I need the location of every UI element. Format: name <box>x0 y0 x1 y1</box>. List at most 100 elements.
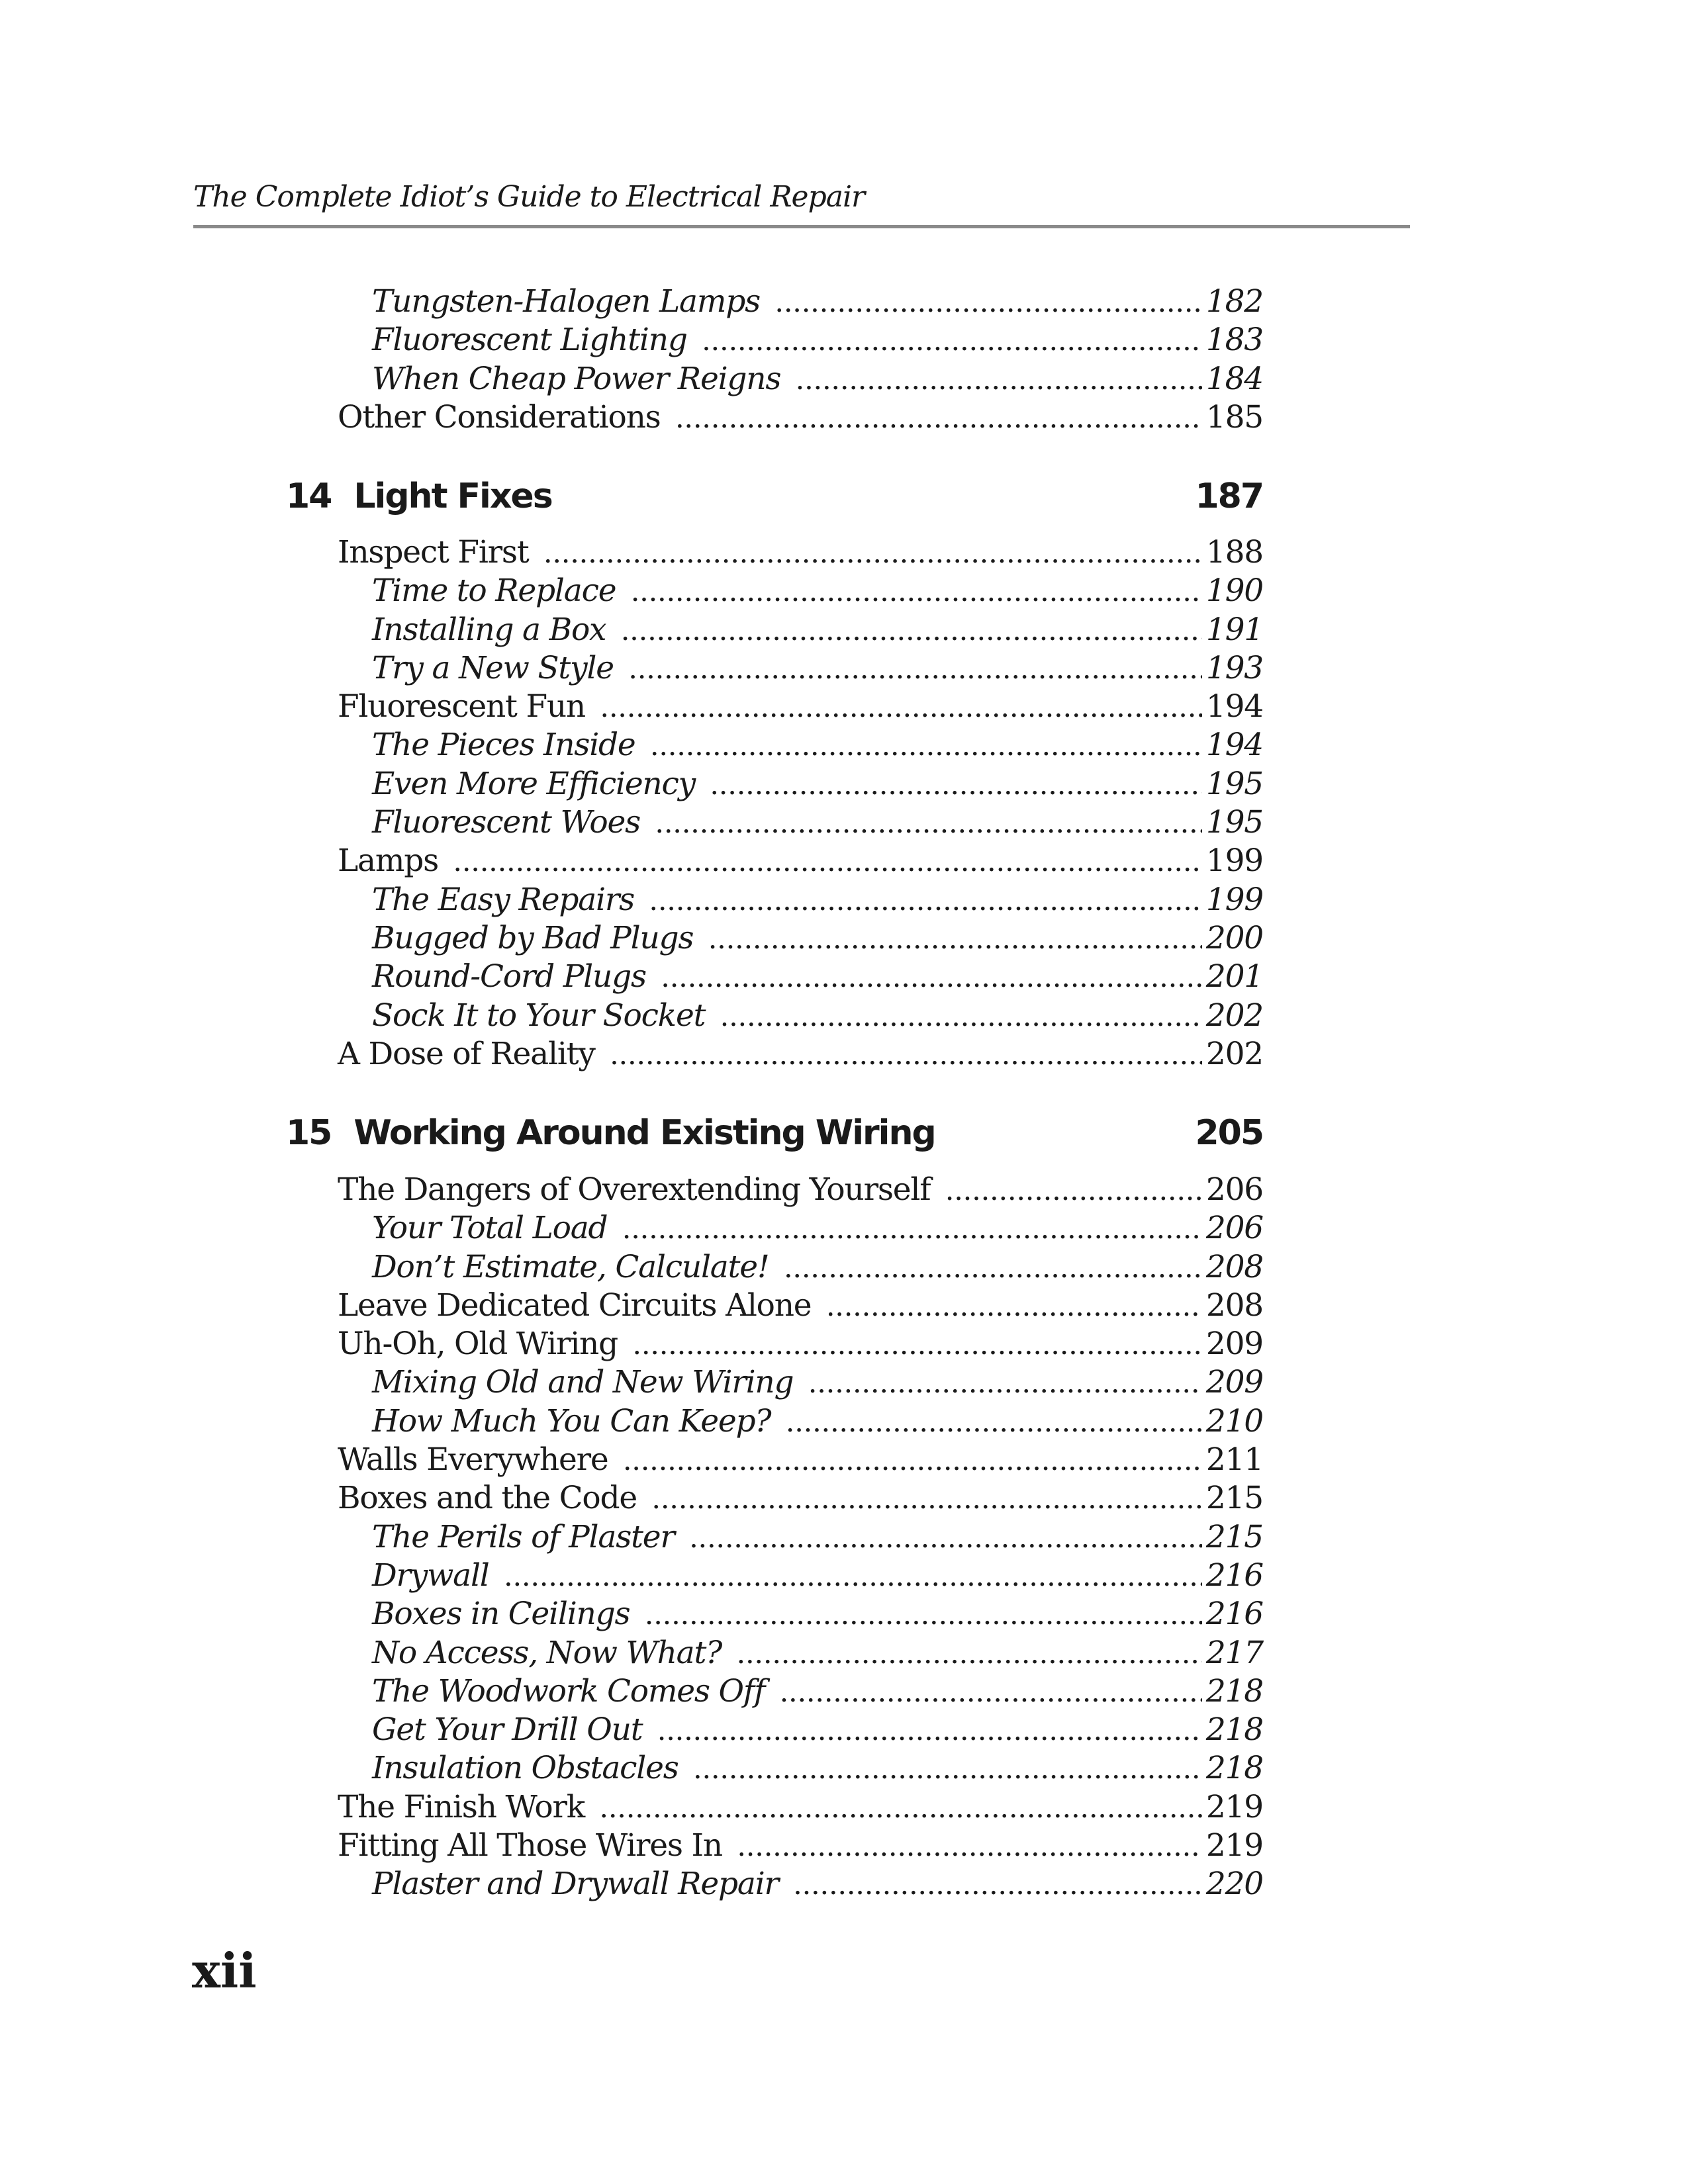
toc-entry[interactable]: A Dose of Reality 202 <box>285 1035 1264 1073</box>
toc-entry[interactable]: The Pieces Inside 194 <box>285 726 1264 764</box>
toc-entry[interactable]: Plaster and Drywall Repair 220 <box>285 1865 1264 1903</box>
dot-leader <box>624 1445 1201 1483</box>
entry-title: Round-Cord Plugs <box>372 958 647 995</box>
toc-entry[interactable]: Round-Cord Plugs 201 <box>285 958 1264 996</box>
toc-continued-entries: Tungsten-Halogen Lamps182Fluorescent Lig… <box>285 283 1264 437</box>
dot-leader <box>785 1252 1202 1291</box>
entry-page: 193 <box>1205 649 1264 686</box>
toc-entry[interactable]: Sock It to Your Socket 202 <box>285 997 1264 1035</box>
toc-entry[interactable]: No Access, Now What? 217 <box>285 1634 1264 1672</box>
dot-leader <box>658 1715 1202 1753</box>
dot-leader <box>794 1869 1202 1907</box>
entry-title: Even More Efficiency <box>372 765 696 802</box>
entry-page: 188 <box>1205 534 1264 570</box>
chapter-15-entries: The Dangers of Overextending Yourself 206… <box>285 1171 1264 1904</box>
entry-title: Leave Dedicated Circuits Alone <box>338 1287 812 1324</box>
entry-title: Drywall <box>372 1557 490 1594</box>
chapter-page: 205 <box>1195 1113 1264 1153</box>
chapter-heading-15[interactable]: 15 Working Around Existing Wiring 205 <box>286 1110 1264 1156</box>
running-header: The Complete Idiot’s Guide to Electrical… <box>193 180 865 214</box>
entry-title: No Access, Now What? <box>372 1634 722 1671</box>
toc-entry[interactable]: Fitting All Those Wires In 219 <box>285 1827 1264 1865</box>
dot-leader <box>611 1039 1202 1077</box>
entry-page: 209 <box>1205 1326 1264 1363</box>
entry-page: 211 <box>1205 1441 1264 1479</box>
page-number: xii <box>192 1942 257 1999</box>
toc-entry[interactable]: Time to Replace 190 <box>285 572 1264 610</box>
toc-entry[interactable]: When Cheap Power Reigns 184 <box>285 360 1264 398</box>
chapter-heading-14[interactable]: 14 Light Fixes 187 <box>286 473 1264 520</box>
dot-leader <box>623 1213 1201 1251</box>
toc-entry[interactable]: Tungsten-Halogen Lamps 182 <box>285 283 1264 321</box>
dot-leader <box>776 287 1202 325</box>
dot-leader <box>738 1831 1202 1869</box>
entry-page: 194 <box>1205 727 1264 764</box>
toc-entry[interactable]: Don’t Estimate, Calculate! 208 <box>285 1248 1264 1287</box>
toc-entry[interactable]: Uh-Oh, Old Wiring 209 <box>285 1325 1264 1363</box>
toc-entry[interactable]: Even More Efficiency 195 <box>285 765 1264 803</box>
dot-leader <box>601 692 1202 730</box>
entry-title: Your Total Load <box>372 1210 608 1247</box>
toc-entry[interactable]: Lamps 199 <box>285 842 1264 880</box>
entry-title: The Pieces Inside <box>372 727 636 764</box>
toc-entry[interactable]: Try a New Style 193 <box>285 649 1264 688</box>
dot-leader <box>786 1406 1202 1445</box>
entry-title: Don’t Estimate, Calculate! <box>372 1248 770 1285</box>
toc-entry[interactable]: Fluorescent Lighting 183 <box>285 321 1264 359</box>
toc-entry[interactable]: Walls Everywhere 211 <box>285 1441 1264 1479</box>
entry-page: 218 <box>1205 1750 1264 1787</box>
entry-page: 206 <box>1205 1171 1264 1208</box>
entry-page: 185 <box>1205 398 1264 435</box>
chapter-page: 187 <box>1195 477 1264 516</box>
entry-page: 208 <box>1205 1248 1264 1285</box>
toc-entry[interactable]: Fluorescent Fun 194 <box>285 688 1264 726</box>
toc-entry[interactable]: Your Total Load 206 <box>285 1209 1264 1251</box>
header-rule <box>193 225 1410 228</box>
toc-entry[interactable]: The Easy Repairs 199 <box>285 881 1264 919</box>
toc-entry[interactable]: Drywall 216 <box>285 1557 1264 1595</box>
toc-entry[interactable]: Boxes and the Code 215 <box>285 1479 1264 1518</box>
dot-leader <box>656 807 1202 846</box>
dot-leader <box>721 1001 1202 1039</box>
entry-title: Time to Replace <box>372 572 617 610</box>
toc-entry[interactable]: The Woodwork Comes Off 218 <box>285 1672 1264 1711</box>
toc-entry[interactable]: Fluorescent Woes 195 <box>285 803 1264 842</box>
entry-title: Bugged by Bad Plugs <box>372 919 694 956</box>
dot-leader <box>796 364 1202 402</box>
toc-entry[interactable]: Boxes in Ceilings 216 <box>285 1595 1264 1633</box>
dot-leader <box>662 962 1202 1000</box>
toc-entry[interactable]: Other Considerations 185 <box>285 398 1264 437</box>
entry-page: 216 <box>1205 1557 1264 1594</box>
dot-leader <box>454 846 1202 884</box>
entry-page: 191 <box>1205 611 1264 648</box>
dot-leader <box>677 402 1202 441</box>
dot-leader <box>545 537 1202 576</box>
entry-title: Boxes in Ceilings <box>372 1596 631 1633</box>
dot-leader <box>630 653 1202 692</box>
toc-entry[interactable]: Inspect First 188 <box>285 533 1264 572</box>
entry-title: Uh-Oh, Old Wiring <box>338 1326 618 1363</box>
entry-page: 199 <box>1205 842 1264 880</box>
toc-entry[interactable]: How Much You Can Keep? 210 <box>285 1402 1264 1441</box>
toc-entry[interactable]: Leave Dedicated Circuits Alone 208 <box>285 1287 1264 1325</box>
entry-page: 202 <box>1205 1035 1264 1072</box>
entry-page: 219 <box>1205 1827 1264 1864</box>
dot-leader <box>780 1676 1202 1715</box>
dot-leader <box>703 325 1202 363</box>
toc-entry[interactable]: Get Your Drill Out 218 <box>285 1711 1264 1749</box>
dot-leader <box>946 1175 1201 1213</box>
dot-leader <box>827 1291 1201 1329</box>
toc-entry[interactable]: The Finish Work 219 <box>285 1788 1264 1827</box>
entry-title: The Perils of Plaster <box>372 1518 675 1555</box>
toc-entry[interactable]: The Perils of Plaster 215 <box>285 1518 1264 1557</box>
toc-entry[interactable]: Bugged by Bad Plugs 200 <box>285 919 1264 958</box>
entry-page: 199 <box>1205 881 1264 918</box>
dot-leader <box>505 1561 1202 1599</box>
entry-title: A Dose of Reality <box>338 1035 596 1072</box>
entry-title: Lamps <box>338 842 439 880</box>
dot-leader <box>690 1522 1202 1561</box>
toc-entry[interactable]: Mixing Old and New Wiring 209 <box>285 1363 1264 1402</box>
toc-entry[interactable]: The Dangers of Overextending Yourself 206 <box>285 1171 1264 1209</box>
toc-entry[interactable]: Installing a Box 191 <box>285 611 1264 649</box>
toc-entry[interactable]: Insulation Obstacles 218 <box>285 1749 1264 1788</box>
